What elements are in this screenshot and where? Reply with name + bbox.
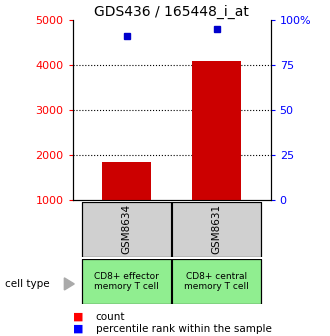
Title: GDS436 / 165448_i_at: GDS436 / 165448_i_at [94,5,249,19]
Bar [172,202,261,257]
Bar [172,259,261,304]
Bar [82,259,171,304]
Text: GSM8631: GSM8631 [212,204,222,254]
Polygon shape [64,278,74,290]
Text: percentile rank within the sample: percentile rank within the sample [96,324,272,334]
Text: ■: ■ [73,311,83,322]
Text: CD8+ central
memory T cell: CD8+ central memory T cell [184,272,249,291]
Bar [192,60,241,200]
Text: ■: ■ [73,324,83,334]
Bar [102,162,151,200]
Text: GSM8634: GSM8634 [121,204,132,254]
Text: cell type: cell type [5,279,50,289]
Bar [82,202,171,257]
Text: CD8+ effector
memory T cell: CD8+ effector memory T cell [94,272,159,291]
Text: count: count [96,311,125,322]
